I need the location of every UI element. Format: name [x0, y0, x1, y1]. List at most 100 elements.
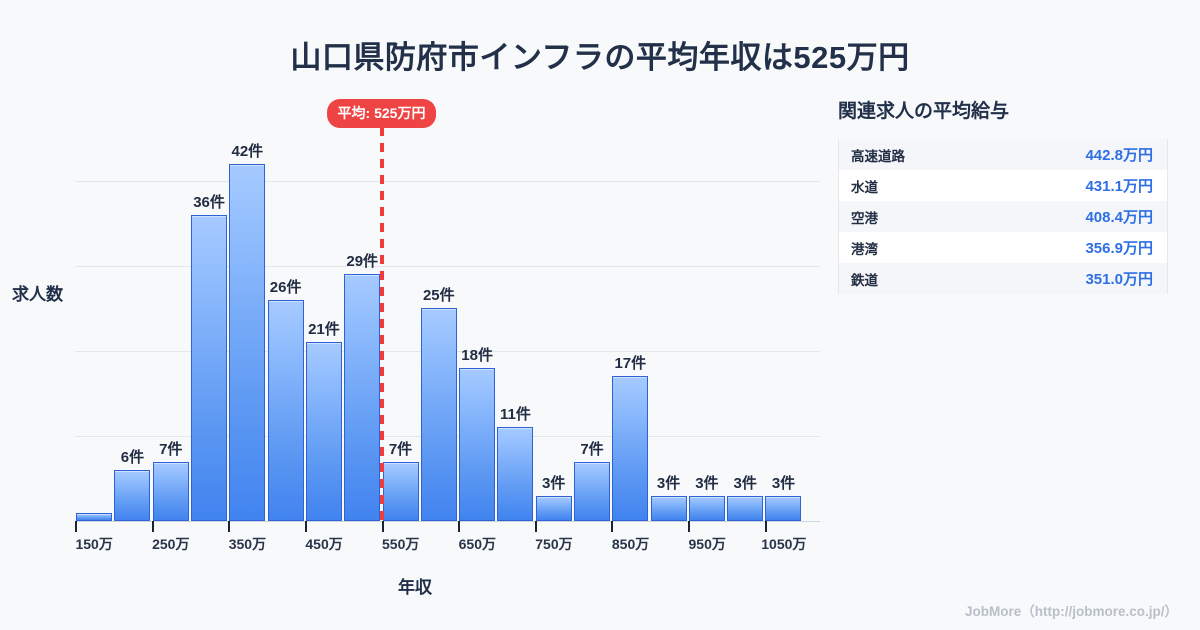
- bar: [305, 342, 342, 521]
- x-axis-tick-label: 1050万: [761, 536, 807, 552]
- bar: [229, 163, 266, 521]
- related-salary-panel: 関連求人の平均給与 高速道路 442.8万円水道 431.1万円空港 408.4万円港…: [838, 96, 1168, 294]
- x-axis-tick-label: 950万: [688, 536, 726, 552]
- x-axis-label: 年収: [398, 578, 432, 597]
- x-axis-tick: [458, 521, 461, 532]
- bar-value-label: 25件: [422, 287, 455, 305]
- table-row-value: 442.8万円: [1085, 147, 1153, 164]
- bar-value-label: 6件: [120, 449, 145, 466]
- bar-value-label: 42件: [231, 142, 264, 160]
- bar-slot: 3件: [688, 101, 726, 521]
- bar-value-label: 29件: [346, 253, 379, 271]
- bar-value-label: 7件: [159, 440, 183, 458]
- x-axis-tick: [151, 521, 154, 532]
- x-axis-tick-label: 350万: [228, 536, 267, 552]
- bar-slot: 7件: [573, 101, 611, 521]
- x-axis-tick: [75, 521, 77, 532]
- average-badge: 平均: 525万円: [326, 99, 437, 128]
- x-axis-tick-label: 750万: [535, 536, 573, 552]
- average-line: [379, 127, 384, 521]
- x-axis-tick-label: 450万: [305, 536, 343, 552]
- bar-value-label: 17件: [614, 355, 647, 373]
- bar-value-label: 3件: [656, 474, 681, 492]
- gridline: [75, 265, 820, 267]
- x-axis-tick: [764, 521, 767, 532]
- x-axis-tick-label: 650万: [458, 536, 496, 552]
- table-row-value: 408.4万円: [1085, 209, 1153, 226]
- bar: [535, 495, 572, 521]
- x-axis-tick-labels: 150万 250万 350万 450万 550万 650万 750万 850万 950万 1050…: [75, 534, 820, 556]
- related-salary-title: 関連求人の平均給与: [838, 101, 1010, 122]
- table-row-label: 鉄道: [851, 272, 878, 288]
- table-row: 高速道路 442.8万円: [839, 139, 1167, 170]
- bar-slot: 21件: [305, 101, 343, 521]
- bar-value-label: 11件: [499, 406, 531, 424]
- bar-value-label: 3件: [542, 474, 566, 492]
- table-row: 鉄道 351.0万円: [839, 263, 1167, 294]
- bar-slot: 26件: [266, 101, 304, 521]
- bar-slot: 3件: [535, 101, 573, 521]
- x-axis-tick: [611, 521, 614, 532]
- x-axis-tick-label: 850万: [611, 536, 650, 552]
- bar-slot: 17件: [611, 101, 649, 521]
- gridline: [75, 180, 820, 182]
- table-row: 港湾 356.9万円: [839, 232, 1167, 263]
- x-axis-tick: [228, 521, 231, 532]
- bar-slot: 42件: [228, 101, 266, 521]
- table-row-label: 港湾: [851, 241, 878, 257]
- bar-slot: 3件: [764, 101, 802, 521]
- bar: [382, 461, 419, 521]
- table-row-value: 351.0万円: [1085, 271, 1153, 288]
- bar: [76, 512, 113, 521]
- bar-value-label: 3件: [733, 474, 757, 492]
- bar-slot: 29件: [343, 101, 381, 521]
- bar-slot: 18件: [458, 101, 496, 521]
- related-salary-table: 高速道路 442.8万円水道 431.1万円空港 408.4万円港湾 356.9万円鉄道…: [838, 139, 1168, 294]
- bar: [650, 495, 687, 521]
- footer-credit: JobMore（http://jobmore.co.jp/）: [965, 604, 1178, 619]
- table-row-value: 356.9万円: [1085, 240, 1153, 257]
- bar-value-label: 7件: [580, 440, 604, 458]
- bar: [344, 274, 381, 521]
- table-row-label: 空港: [851, 210, 878, 226]
- bar: [765, 495, 802, 521]
- bar: [574, 461, 610, 521]
- table-row: 水道 431.1万円: [839, 170, 1167, 201]
- bar: [267, 299, 304, 521]
- histogram-chart: 求人数 6件 7件 36件 42件 26件 21件 29件 7件 25件 18件 11件 3件 7件 17…: [0, 88, 830, 597]
- bar: [497, 427, 534, 521]
- page-title: 山口県防府市インフラの平均年収は525万円: [290, 40, 910, 75]
- bar: [114, 470, 151, 521]
- bar: [612, 376, 649, 521]
- bar-slot: 7件: [152, 101, 190, 521]
- bar-series: 6件 7件 36件 42件 26件 21件 29件 7件 25件 18件 11件 3件 7件 17件 3件 3…: [75, 101, 803, 521]
- bar-slot: 3件: [649, 101, 687, 521]
- bar: [152, 461, 189, 521]
- y-axis-label: 求人数: [12, 285, 63, 304]
- bar-value-label: 36件: [193, 193, 225, 211]
- bar-slot: 36件: [190, 101, 228, 521]
- x-axis-tick: [534, 521, 537, 532]
- table-row-label: 高速道路: [851, 148, 905, 164]
- bar: [420, 308, 457, 521]
- x-axis-tick-label: 150万: [75, 536, 113, 552]
- bar: [688, 495, 725, 521]
- axis-baseline: [75, 521, 820, 522]
- bar-slot: 25件: [420, 101, 458, 521]
- bar-slot: 6件: [113, 101, 151, 521]
- bar: [191, 214, 228, 521]
- bar-slot: 11件: [496, 101, 534, 521]
- bar: [459, 367, 496, 521]
- bar-slot: [75, 101, 113, 521]
- x-axis-tick: [688, 521, 691, 532]
- bar: [727, 495, 764, 521]
- bar-value-label: 18件: [461, 346, 493, 364]
- bar-value-label: 3件: [771, 474, 796, 492]
- x-axis-tick-label: 550万: [381, 536, 420, 552]
- bar-value-label: 7件: [388, 440, 413, 458]
- bar-value-label: 3件: [695, 474, 719, 492]
- bar-slot: 3件: [726, 101, 764, 521]
- x-axis-tick: [381, 521, 384, 532]
- bar-value-label: 21件: [308, 321, 340, 339]
- table-row: 空港 408.4万円: [839, 201, 1167, 232]
